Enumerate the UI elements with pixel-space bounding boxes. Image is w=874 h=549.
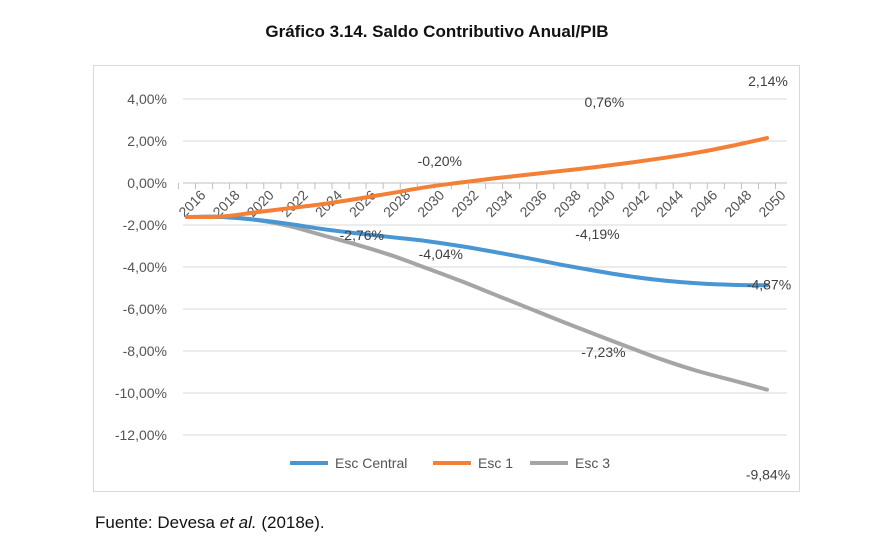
data-label: -9,84% (746, 467, 790, 483)
legend-label: Esc 1 (478, 455, 513, 471)
chart-title: Gráfico 3.14. Saldo Contributivo Anual/P… (265, 22, 609, 41)
legend-label: Esc Central (335, 455, 407, 471)
x-tick-label: 2040 (585, 187, 618, 220)
source-suffix: (2018e). (256, 513, 325, 532)
x-tick-label: 2030 (414, 187, 447, 220)
x-tick-label: 2022 (278, 187, 311, 220)
y-tick-label: -10,00% (115, 385, 167, 401)
y-tick-label: 0,00% (127, 175, 167, 191)
y-tick-label: -4,00% (123, 259, 167, 275)
y-tick-label: 4,00% (127, 91, 167, 107)
data-label: -7,23% (581, 344, 625, 360)
x-tick-label: 2046 (687, 187, 720, 220)
data-label: 2,14% (748, 73, 788, 89)
data-label: -4,87% (747, 276, 791, 292)
source-prefix: Fuente: Devesa (95, 513, 220, 532)
x-tick-label: 2034 (482, 187, 515, 220)
data-label: -2,76% (340, 227, 384, 243)
legend-label: Esc 3 (575, 455, 610, 471)
data-label: -0,20% (418, 153, 462, 169)
x-tick-label: 2036 (516, 187, 549, 220)
x-tick-label: 2026 (346, 187, 379, 220)
chart-frame (93, 65, 800, 492)
y-tick-label: -8,00% (123, 343, 167, 359)
x-tick-label: 2042 (619, 187, 652, 220)
series-line-esc-central (185, 214, 769, 288)
data-label: -4,04% (419, 246, 463, 262)
x-tick-label: 2038 (551, 187, 584, 220)
series-line-esc-1 (185, 136, 769, 220)
data-label: 0,76% (585, 94, 625, 110)
source-italic: et al. (219, 513, 257, 532)
x-tick-label: 2032 (448, 187, 481, 220)
x-tick-label: 2048 (721, 187, 754, 220)
y-tick-label: -6,00% (123, 301, 167, 317)
y-tick-label: -2,00% (123, 217, 167, 233)
source-note: Fuente: Devesa et al. (2018e). (95, 513, 325, 533)
x-tick-label: 2050 (755, 187, 788, 220)
y-tick-label: 2,00% (127, 133, 167, 149)
data-label: -4,19% (575, 226, 619, 242)
y-tick-label: -12,00% (115, 427, 167, 443)
x-tick-label: 2044 (653, 187, 686, 220)
series-line-esc-3 (185, 214, 769, 392)
